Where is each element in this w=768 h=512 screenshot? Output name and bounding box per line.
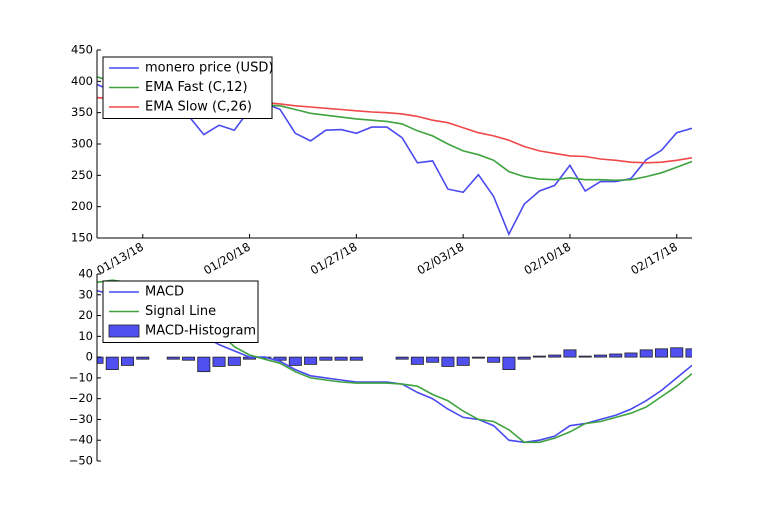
histogram-bar: [502, 356, 516, 370]
y-tick-label: 40: [78, 267, 93, 281]
histogram-bar: [456, 356, 470, 366]
histogram-bar: [410, 356, 424, 365]
x-tick-label: 02/03/18: [415, 240, 467, 278]
histogram-bar: [624, 352, 638, 358]
legend-label: monero price (USD): [145, 61, 273, 76]
x-tick-label: 01/20/18: [201, 240, 253, 278]
histogram-bar: [609, 353, 623, 358]
histogram-bar: [212, 356, 226, 367]
x-tick-label: 02/17/18: [628, 240, 680, 278]
histogram-bar: [334, 356, 348, 361]
y-tick-label: 200: [71, 199, 93, 213]
y-tick-label: 150: [71, 231, 93, 245]
histogram-bar: [639, 349, 653, 358]
y-tick-label: 10: [78, 329, 93, 343]
histogram-bar: [349, 356, 363, 361]
histogram-bar: [578, 355, 592, 358]
histogram-bar: [471, 356, 485, 359]
histogram-bar: [563, 349, 577, 358]
y-tick-label: −50: [69, 454, 93, 468]
y-tick-label: −40: [69, 433, 93, 447]
histogram-bar: [166, 356, 180, 360]
histogram-bar: [136, 356, 150, 360]
histogram-bar: [227, 356, 241, 366]
legend-label: EMA Fast (C,12): [145, 80, 248, 95]
y-tick-label: −20: [69, 391, 93, 405]
legend-label: MACD: [145, 285, 184, 300]
legend-swatch: [108, 324, 140, 338]
y-tick-label: 300: [71, 137, 93, 151]
histogram-bar: [654, 348, 668, 358]
histogram-bar: [441, 356, 455, 367]
legend-label: Signal Line: [145, 304, 216, 319]
y-tick-label: 30: [78, 287, 93, 301]
histogram-bar: [685, 348, 692, 358]
histogram-bar: [670, 347, 684, 358]
histogram-bar: [395, 356, 409, 360]
histogram-bar: [593, 354, 607, 358]
y-tick-label: 450: [71, 43, 93, 57]
y-tick-label: 20: [78, 308, 93, 322]
y-tick-label: −10: [69, 370, 93, 384]
y-tick-label: 250: [71, 168, 93, 182]
histogram-bar: [304, 356, 318, 365]
histogram-bar: [532, 355, 546, 358]
histogram-bar: [197, 356, 211, 373]
x-tick-label: 02/10/18: [521, 240, 573, 278]
subplot: 150 200 250 300 350 400 450 01/13/18 01/20/18 01/…: [71, 43, 692, 278]
y-tick-label: 400: [71, 74, 93, 88]
legend: monero price (USD) EMA Fast (C,12) EMA Slo…: [102, 56, 273, 119]
histogram-bar: [121, 356, 135, 366]
legend-label: MACD-Histogram: [145, 324, 256, 339]
histogram-bar: [182, 356, 196, 361]
legend-label: EMA Slow (C,26): [145, 100, 252, 115]
histogram-bar: [548, 354, 562, 358]
histogram-bar: [288, 356, 302, 366]
histogram-bar: [273, 356, 287, 361]
histogram-bar: [105, 356, 119, 370]
x-tick-label: 01/27/18: [308, 240, 360, 278]
histogram-bar: [517, 356, 531, 360]
y-tick-label: 350: [71, 105, 93, 119]
histogram-bar: [487, 356, 501, 363]
histogram-bar: [319, 356, 333, 361]
histogram-bar: [426, 356, 440, 363]
series-line: [97, 83, 692, 237]
legend: MACD Signal Line MACD-Histogram: [102, 280, 259, 343]
x-tick-label: 01/13/18: [94, 240, 146, 278]
y-tick-label: −30: [69, 412, 93, 426]
y-tick-label: 0: [86, 350, 93, 364]
